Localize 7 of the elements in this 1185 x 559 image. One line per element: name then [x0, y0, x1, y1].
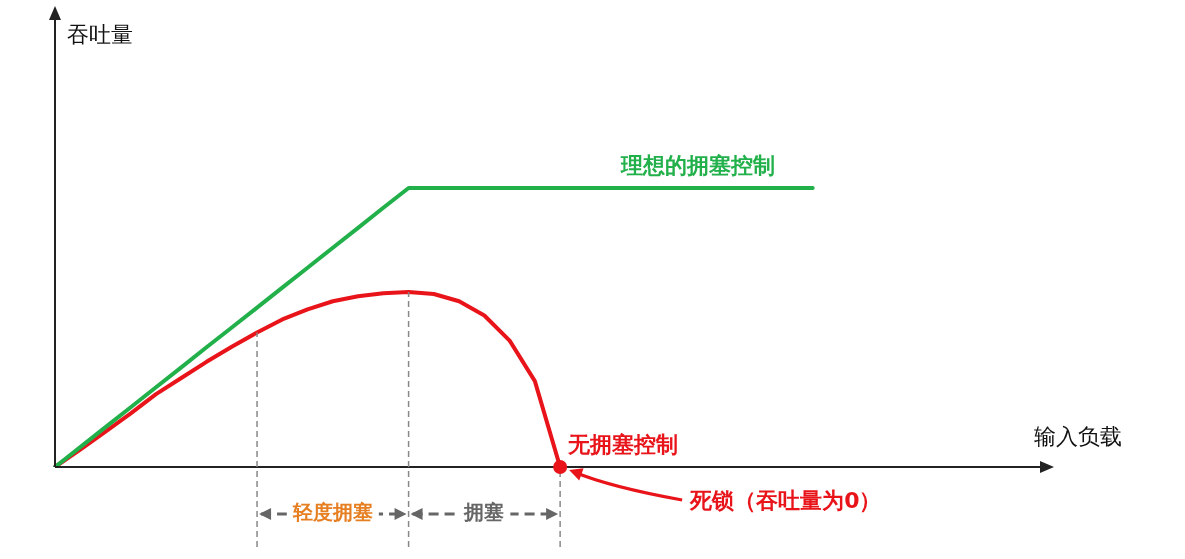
text: 轻度拥塞 [291, 500, 373, 525]
text: 拥塞 [463, 500, 505, 525]
x-axis-title: 输入负载 [1034, 423, 1122, 449]
series-label: 理想的拥塞控制 [619, 152, 775, 178]
text: 吞吐量 [67, 21, 133, 47]
text: 死锁（吞吐量为0） [689, 487, 882, 513]
series-label: 无拥塞控制 [567, 431, 679, 457]
